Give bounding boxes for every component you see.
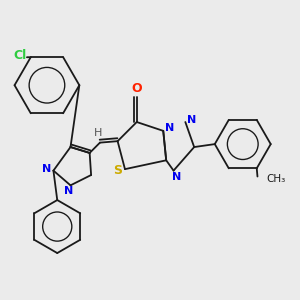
Text: N: N bbox=[172, 172, 181, 182]
Text: N: N bbox=[42, 164, 52, 174]
Text: S: S bbox=[113, 164, 122, 177]
Text: N: N bbox=[165, 123, 174, 133]
Text: O: O bbox=[131, 82, 142, 95]
Text: H: H bbox=[94, 128, 103, 138]
Text: N: N bbox=[64, 186, 74, 196]
Text: CH₃: CH₃ bbox=[266, 174, 286, 184]
Text: Cl: Cl bbox=[14, 49, 27, 62]
Text: N: N bbox=[187, 115, 196, 125]
